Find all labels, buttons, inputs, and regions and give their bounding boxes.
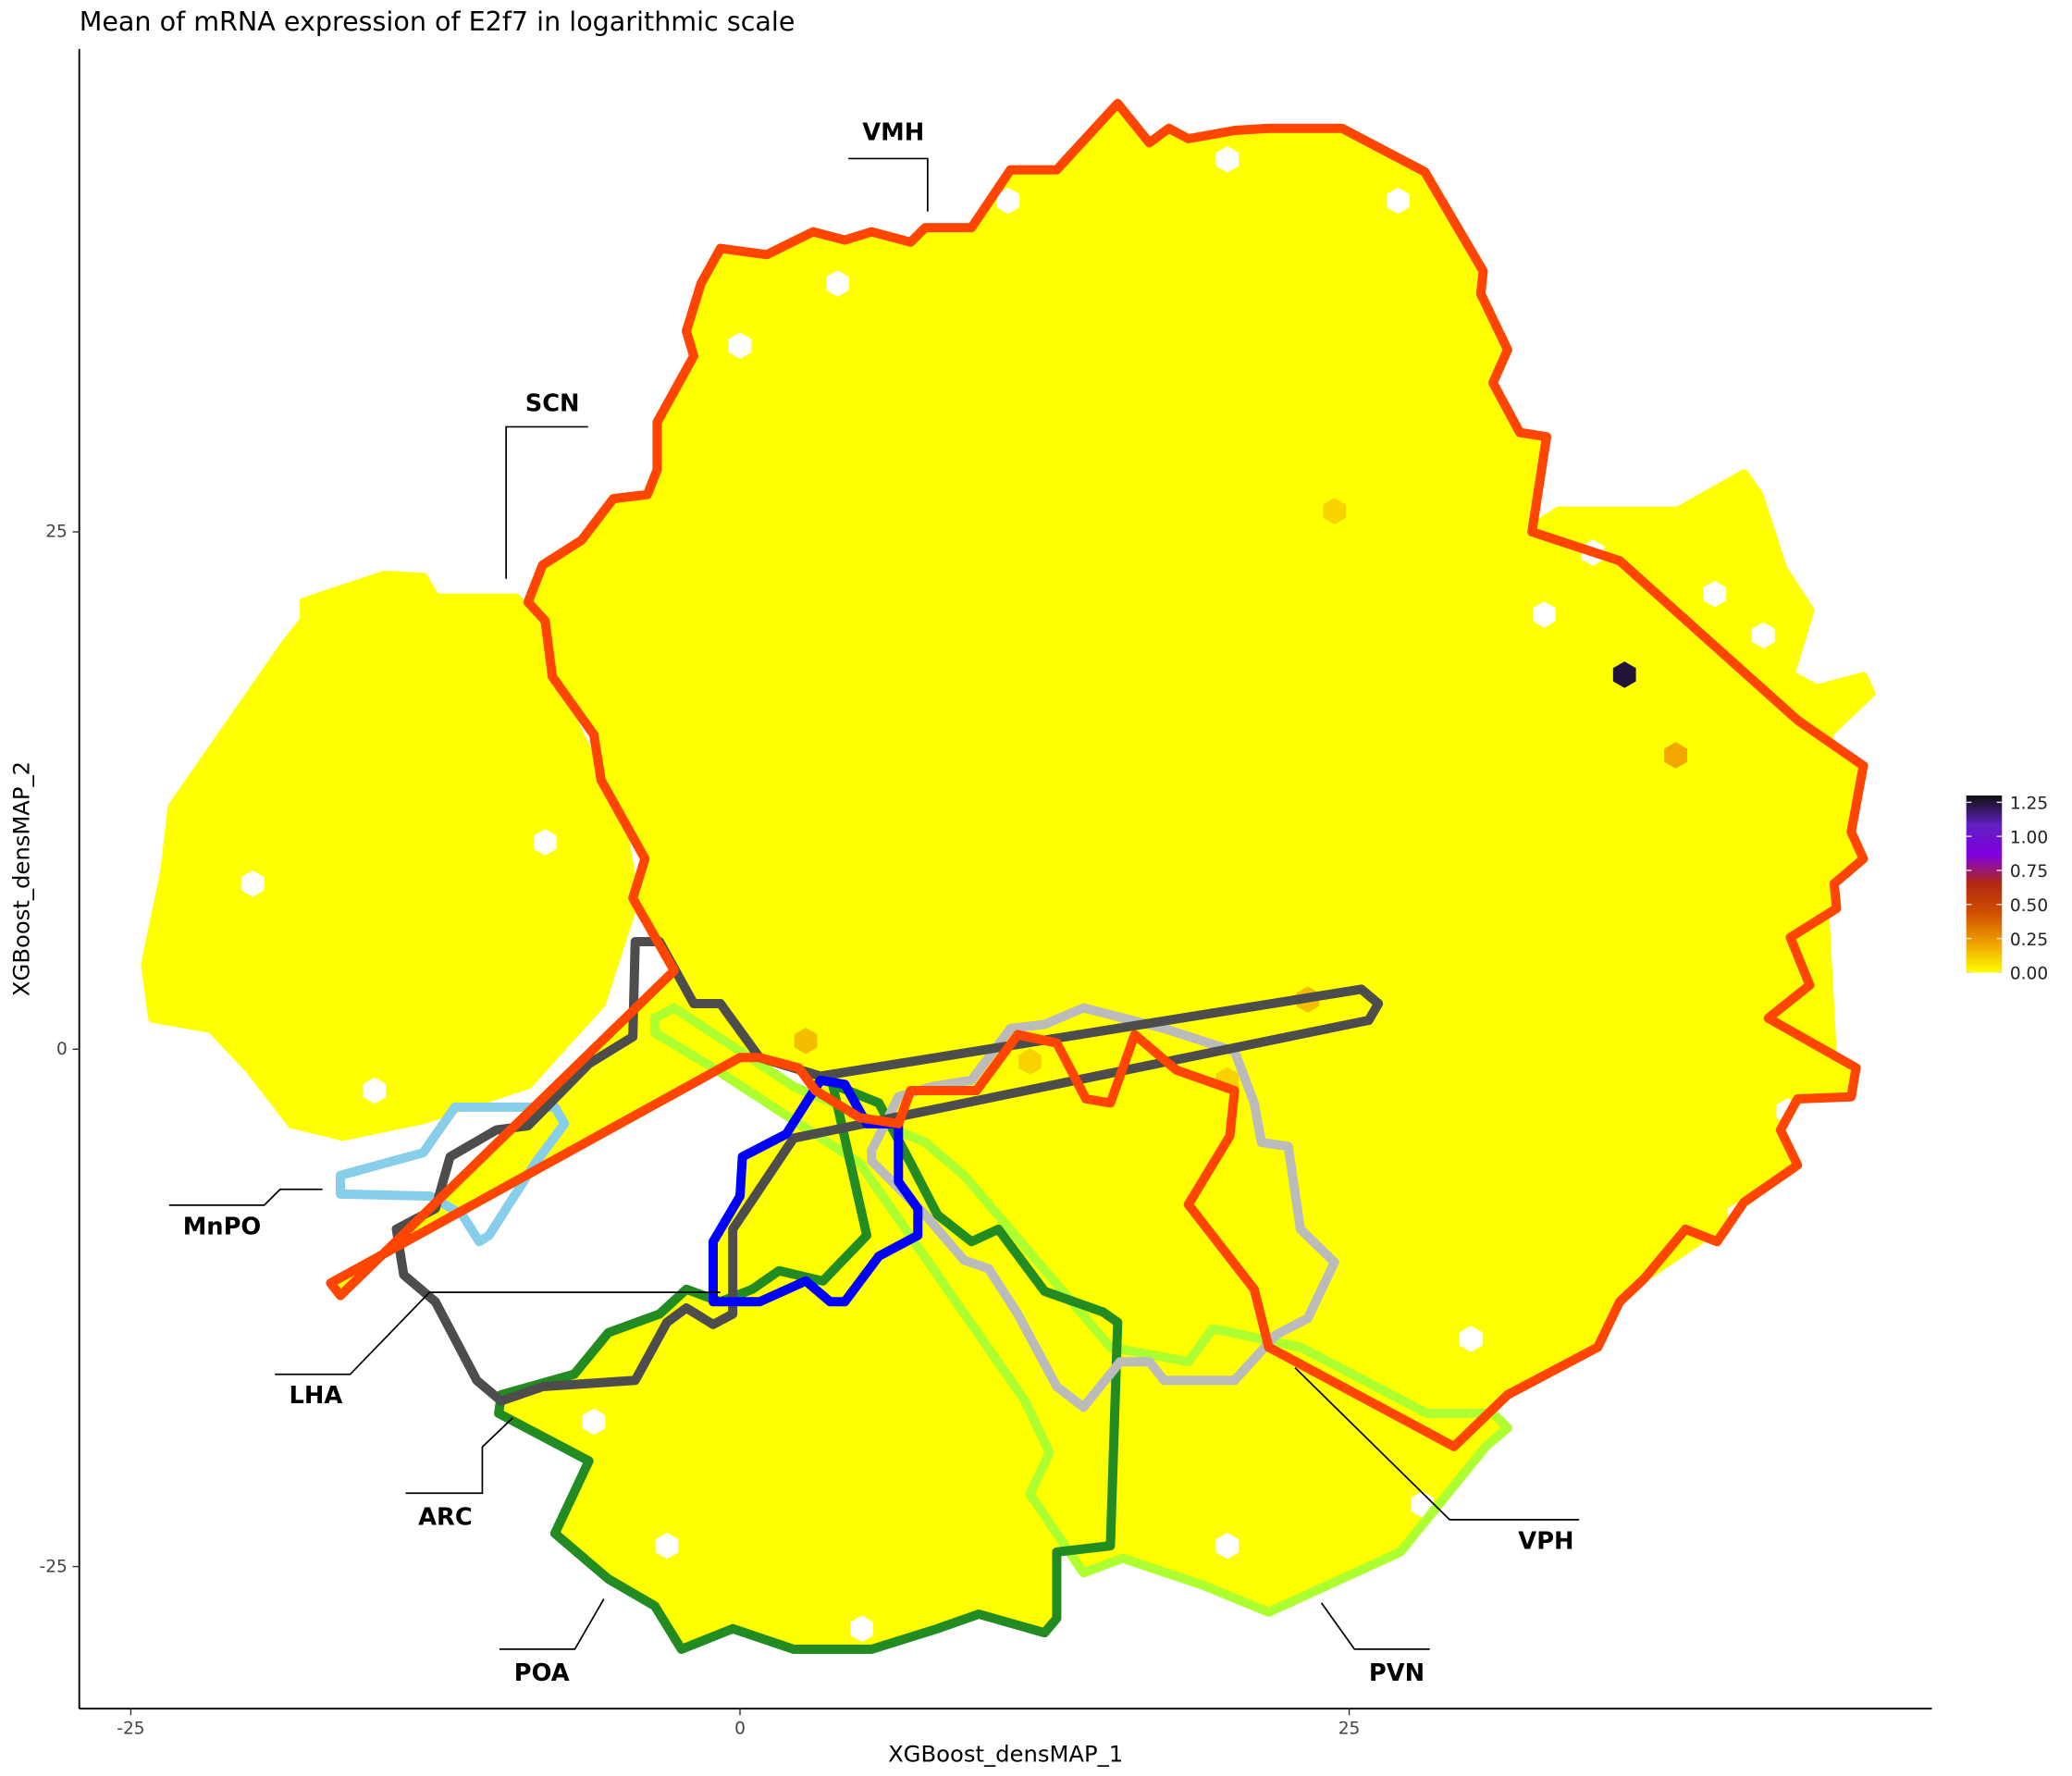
leader-line-vmh (848, 157, 929, 212)
empty-bin (825, 270, 849, 297)
empty-bin (1533, 601, 1556, 628)
region-label-mnpo: MnPO (183, 1213, 262, 1240)
empty-bin (655, 290, 679, 318)
colorbar-tick-label: 0.25 (2010, 931, 2048, 950)
outline-scn (1527, 469, 1876, 825)
outline-pvn (649, 1003, 1512, 1617)
expression-bin (1612, 661, 1636, 688)
empty-bin (363, 1077, 387, 1104)
y-tick-label: 0 (56, 1040, 68, 1059)
region-label-arc: ARC (418, 1504, 473, 1532)
leader-line-arc (405, 1417, 513, 1495)
outline-scn (141, 570, 640, 1141)
outline-mnpo (336, 1102, 570, 1247)
empty-bin (240, 870, 265, 897)
colorbar-gradient (1966, 796, 2003, 973)
empty-bin (850, 1615, 874, 1642)
chart-title: Mean of mRNA expression of E2f7 in logar… (80, 6, 796, 37)
leader-line-vph (1294, 1366, 1580, 1521)
colorbar-legend: 0.00 0.25 0.50 0.75 1.00 1.25 (1966, 795, 2048, 984)
colorbar-tick-label: 0.75 (2010, 862, 2048, 882)
region-labels: SCN VMH VPH PVN LHA ARC POA MnPO (168, 118, 1580, 1687)
empty-bin (533, 829, 557, 856)
leader-line-pvn (1320, 1602, 1430, 1650)
region-label-scn: SCN (525, 389, 580, 417)
outline-poa (494, 1079, 1123, 1654)
empty-bin (582, 1408, 606, 1436)
leader-line-mnpo (168, 1188, 323, 1206)
outline-vph (867, 1003, 1339, 1412)
y-tick-label: 25 (45, 523, 68, 542)
colorbar-tick-label: 1.00 (2010, 828, 2048, 847)
leader-line-poa (500, 1598, 605, 1650)
empty-bin (1752, 622, 1775, 649)
region-label-vmh: VMH (862, 118, 924, 146)
empty-bin (996, 187, 1020, 215)
colorbar-tick-label: 0.50 (2010, 896, 2048, 916)
empty-bin (314, 1222, 338, 1249)
empty-bin (1386, 187, 1410, 215)
expression-bin (1664, 742, 1688, 769)
empty-bin (655, 1532, 679, 1560)
y-axis-label: XGBoost_densMAP_2 (7, 761, 34, 996)
colorbar-tick-label: 0.00 (2010, 965, 2048, 984)
expression-fill-layer (141, 99, 1875, 1654)
region-label-vph: VPH (1518, 1527, 1573, 1555)
empty-bin (1215, 1532, 1240, 1560)
expression-bin (1323, 498, 1347, 524)
leader-line-scn (505, 426, 588, 579)
axis-ticks: -25 0 25 -25 0 25 (40, 523, 1361, 1739)
empty-bin (1215, 146, 1240, 173)
x-tick-label: -25 (117, 1719, 144, 1738)
outline-arc (709, 1075, 923, 1307)
x-tick-label: 0 (734, 1719, 746, 1738)
colorbar-tick-label: 1.25 (2010, 795, 2048, 814)
expression-bin (1018, 1048, 1042, 1075)
empty-bin (1459, 1326, 1483, 1352)
x-axis-label: XGBoost_densMAP_1 (888, 1740, 1123, 1767)
leader-line-lha (275, 1291, 721, 1375)
outline-vmh (326, 98, 1868, 1451)
x-tick-label: 25 (1338, 1719, 1361, 1738)
region-label-poa: POA (514, 1659, 570, 1687)
empty-bin (728, 332, 752, 359)
fill-connector (1268, 527, 1837, 1401)
empty-bin (1703, 580, 1727, 608)
region-outlines (141, 98, 1876, 1654)
y-tick-label: -25 (40, 1557, 68, 1576)
region-label-pvn: PVN (1369, 1659, 1424, 1687)
region-label-lha: LHA (290, 1382, 343, 1410)
expression-bin (794, 1028, 818, 1054)
